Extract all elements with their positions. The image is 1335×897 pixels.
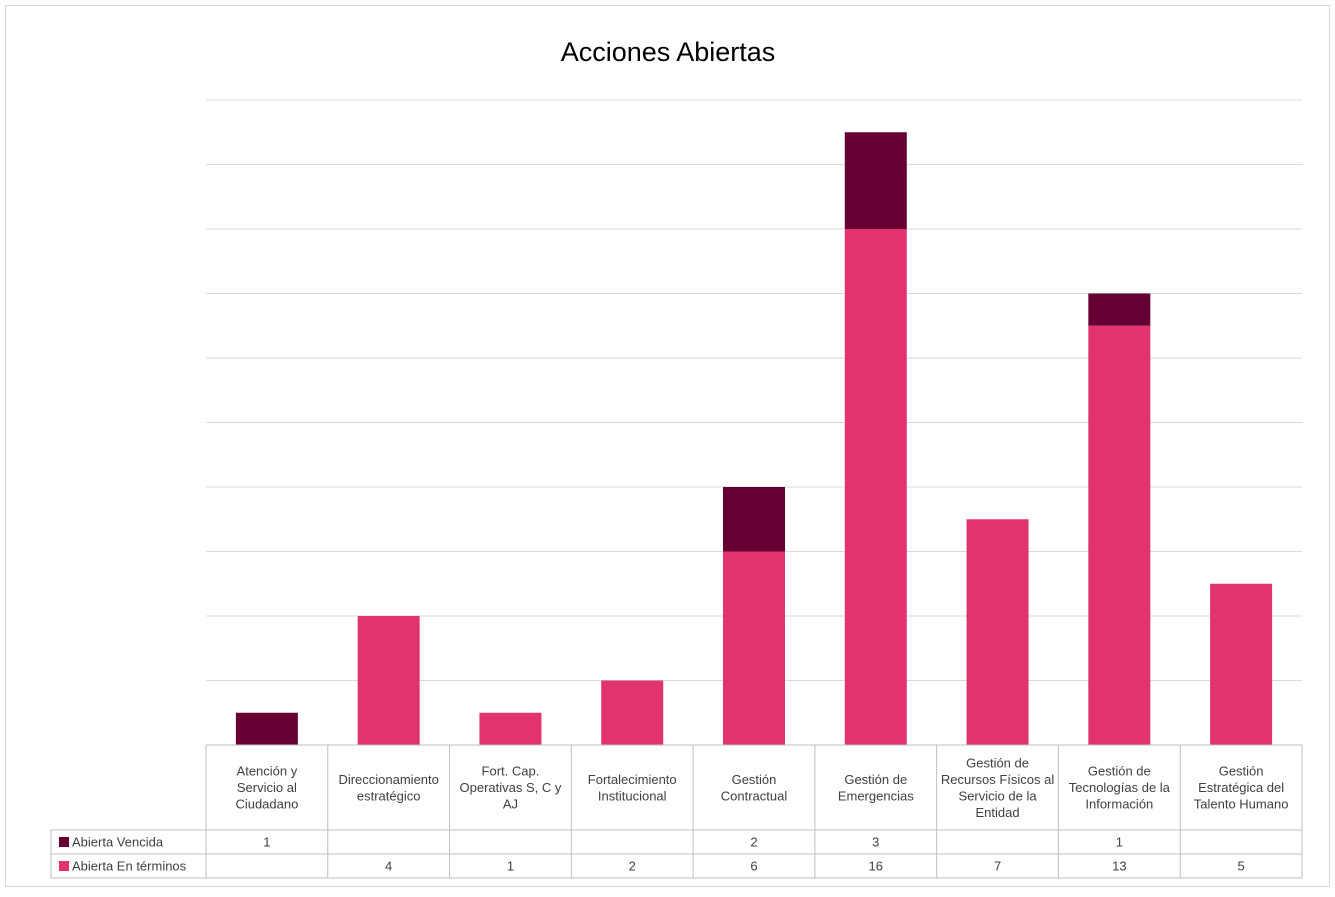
bar-segment-en-terminos xyxy=(723,551,785,745)
bar-segment-vencida xyxy=(235,712,298,745)
data-table: Atención y Servicio al Ciudadano Direcciona… xyxy=(50,744,1303,879)
legend-label: Abierta En términos xyxy=(72,859,187,874)
category-label: Fort. Cap. Operativas S, C y AJ xyxy=(460,764,562,812)
bar-segment-vencida xyxy=(723,487,785,552)
data-value-label: 5 xyxy=(1237,859,1244,874)
data-value-label: 2 xyxy=(750,835,757,850)
category-label: Gestión de Recursos Físicos al Servicio de… xyxy=(941,755,1055,820)
bar-segment-en-terminos xyxy=(1088,325,1151,745)
bar-segment-en-terminos xyxy=(844,229,907,745)
data-value-label: 1 xyxy=(507,859,514,874)
bar-segment-en-terminos xyxy=(1210,583,1273,745)
bar-segment-vencida xyxy=(844,132,907,229)
data-value-label: 1 xyxy=(263,835,270,850)
data-value-label: 13 xyxy=(1112,859,1126,874)
bar-segment-en-terminos xyxy=(966,519,1029,745)
category-label: Fortalecimiento Institucional xyxy=(588,772,677,804)
bar-segment-vencida xyxy=(1088,293,1151,326)
chart-title: Acciones Abiertas xyxy=(561,37,776,67)
legend-key xyxy=(59,837,69,847)
category-label: Gestión de Tecnologías de la Información xyxy=(1069,764,1171,812)
bar-segment-en-terminos xyxy=(601,680,664,745)
category-label: Gestión Estratégica del Talento Humano xyxy=(1194,764,1289,812)
category-label: Direccionamiento estratégico xyxy=(338,772,438,804)
legend-label: Abierta Vencida xyxy=(72,835,164,850)
data-value-label: 6 xyxy=(750,859,757,874)
bar-segment-en-terminos xyxy=(479,712,542,745)
data-value-label: 4 xyxy=(385,859,392,874)
category-label: Gestión Contractual xyxy=(721,772,788,804)
bar-segment-en-terminos xyxy=(357,616,420,745)
legend-key xyxy=(59,861,69,871)
data-value-label: 1 xyxy=(1116,835,1123,850)
category-label: Gestión de Emergencias xyxy=(838,772,914,804)
category-label: Atención y Servicio al Ciudadano xyxy=(235,764,298,812)
data-value-label: 16 xyxy=(869,859,883,874)
bars xyxy=(235,132,1273,745)
data-value-label: 2 xyxy=(629,859,636,874)
data-value-label: 7 xyxy=(994,859,1001,874)
data-value-label: 3 xyxy=(872,835,879,850)
